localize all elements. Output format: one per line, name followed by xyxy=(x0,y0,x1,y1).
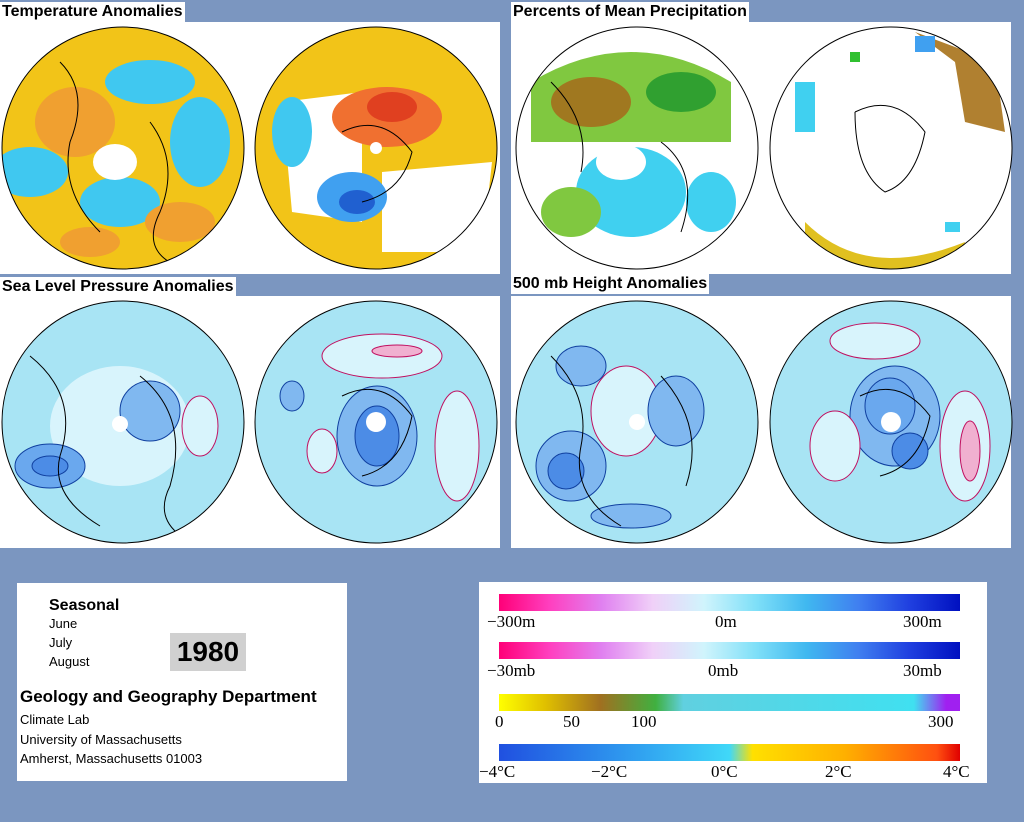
address-line: Amherst, Massachusetts 01003 xyxy=(20,751,203,766)
lab-name: Climate Lab xyxy=(20,712,90,727)
height500-globe-nh xyxy=(515,300,759,544)
precip-scale-50: 50 xyxy=(563,712,580,731)
slp-globe-sh xyxy=(254,300,498,544)
slp-panel xyxy=(0,296,500,548)
height500-panel xyxy=(511,296,1013,548)
precip-scale-300: 300 xyxy=(928,712,954,731)
pressure-scale-max: 30mb xyxy=(903,661,942,680)
color-legend: −300m 0m 300m −30mb 0mb 30mb 0 50 100 30… xyxy=(479,582,987,783)
precipitation-globe-nh xyxy=(515,26,759,270)
year-label: 1980 xyxy=(170,633,246,671)
period-label: Seasonal xyxy=(49,597,120,614)
month-june: June xyxy=(49,616,78,631)
pressure-scale-bar xyxy=(499,642,960,659)
temperature-title: Temperature Anomalies xyxy=(0,2,185,22)
info-box: Seasonal June July August 1980 Geology a… xyxy=(17,583,347,781)
temp-scale-minus2: −2°C xyxy=(591,762,628,781)
temp-scale-2: 2°C xyxy=(825,762,852,781)
precip-scale-100: 100 xyxy=(631,712,657,731)
temp-scale-bar xyxy=(499,744,960,761)
precipitation-panel xyxy=(511,22,1013,274)
precip-scale-0: 0 xyxy=(495,712,504,731)
height500-title: 500 mb Height Anomalies xyxy=(511,274,710,294)
temperature-globe-nh xyxy=(1,26,245,270)
height-scale-mid: 0m xyxy=(715,612,737,631)
precip-scale-bar xyxy=(499,694,960,711)
precipitation-globe-sh xyxy=(769,26,1013,270)
department-name: Geology and Geography Department xyxy=(20,687,317,706)
pressure-scale-min: −30mb xyxy=(487,661,536,680)
slp-globe-nh xyxy=(1,300,245,544)
height-scale-max: 300m xyxy=(903,612,942,631)
month-august: August xyxy=(49,654,90,669)
temperature-globe-sh xyxy=(254,26,498,270)
precipitation-title: Percents of Mean Precipitation xyxy=(511,2,749,22)
month-july: July xyxy=(49,635,73,650)
university-name: University of Massachusetts xyxy=(20,732,182,747)
temp-scale-4: 4°C xyxy=(943,762,970,781)
temp-scale-minus4: −4°C xyxy=(479,762,516,781)
height-scale-min: −300m xyxy=(487,612,536,631)
temperature-panel xyxy=(0,22,500,274)
slp-title: Sea Level Pressure Anomalies xyxy=(0,277,236,297)
pressure-scale-mid: 0mb xyxy=(708,661,739,680)
temp-scale-0: 0°C xyxy=(711,762,738,781)
height500-globe-sh xyxy=(769,300,1013,544)
height-scale-bar xyxy=(499,594,960,611)
